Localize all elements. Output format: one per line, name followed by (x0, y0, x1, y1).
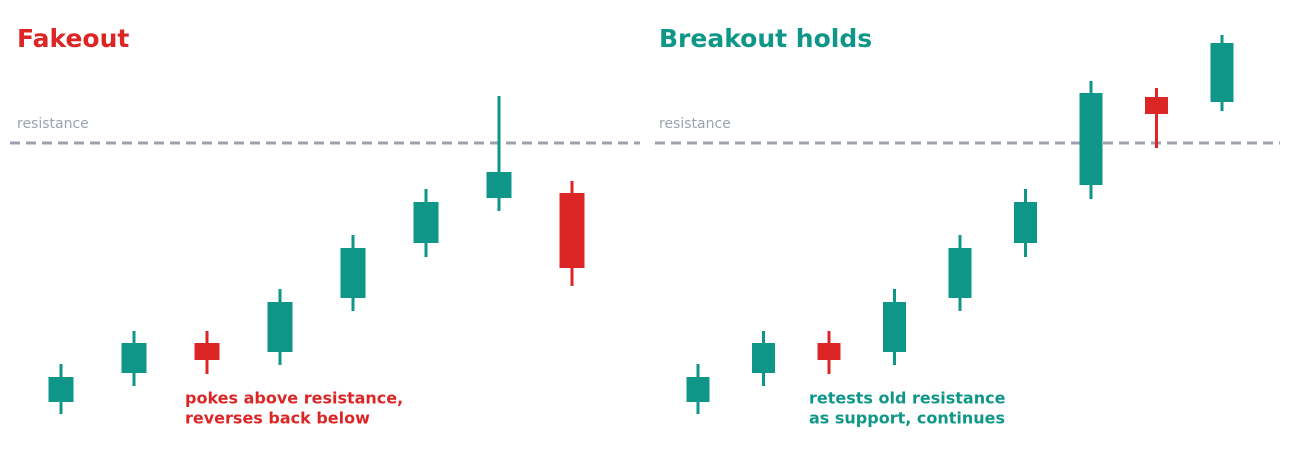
panel-title: Fakeout (17, 24, 129, 53)
candle-body (559, 193, 585, 268)
candle-body (340, 248, 366, 298)
annotation: as support, continues (809, 409, 1005, 428)
panel-title: Breakout holds (659, 24, 872, 53)
candle-body (883, 302, 906, 352)
resistance-label: resistance (659, 116, 731, 132)
annotation: retests old resistance (809, 389, 1006, 408)
candle-body (1079, 93, 1103, 185)
candle-body (48, 377, 74, 402)
candle-body (1014, 202, 1037, 243)
annotation: pokes above resistance, (185, 389, 403, 408)
candle-body (1145, 97, 1168, 114)
candle-body (267, 302, 293, 352)
candle-body (486, 172, 512, 198)
candle-body (121, 343, 147, 373)
candle-body (686, 377, 710, 402)
annotation: reverses back below (185, 409, 370, 428)
resistance-label: resistance (17, 116, 89, 132)
candle-body (194, 343, 220, 360)
candle-body (1210, 43, 1234, 102)
candle-body (948, 248, 972, 298)
candle-body (413, 202, 439, 243)
candle-body (752, 343, 775, 373)
candle-body (817, 343, 841, 360)
